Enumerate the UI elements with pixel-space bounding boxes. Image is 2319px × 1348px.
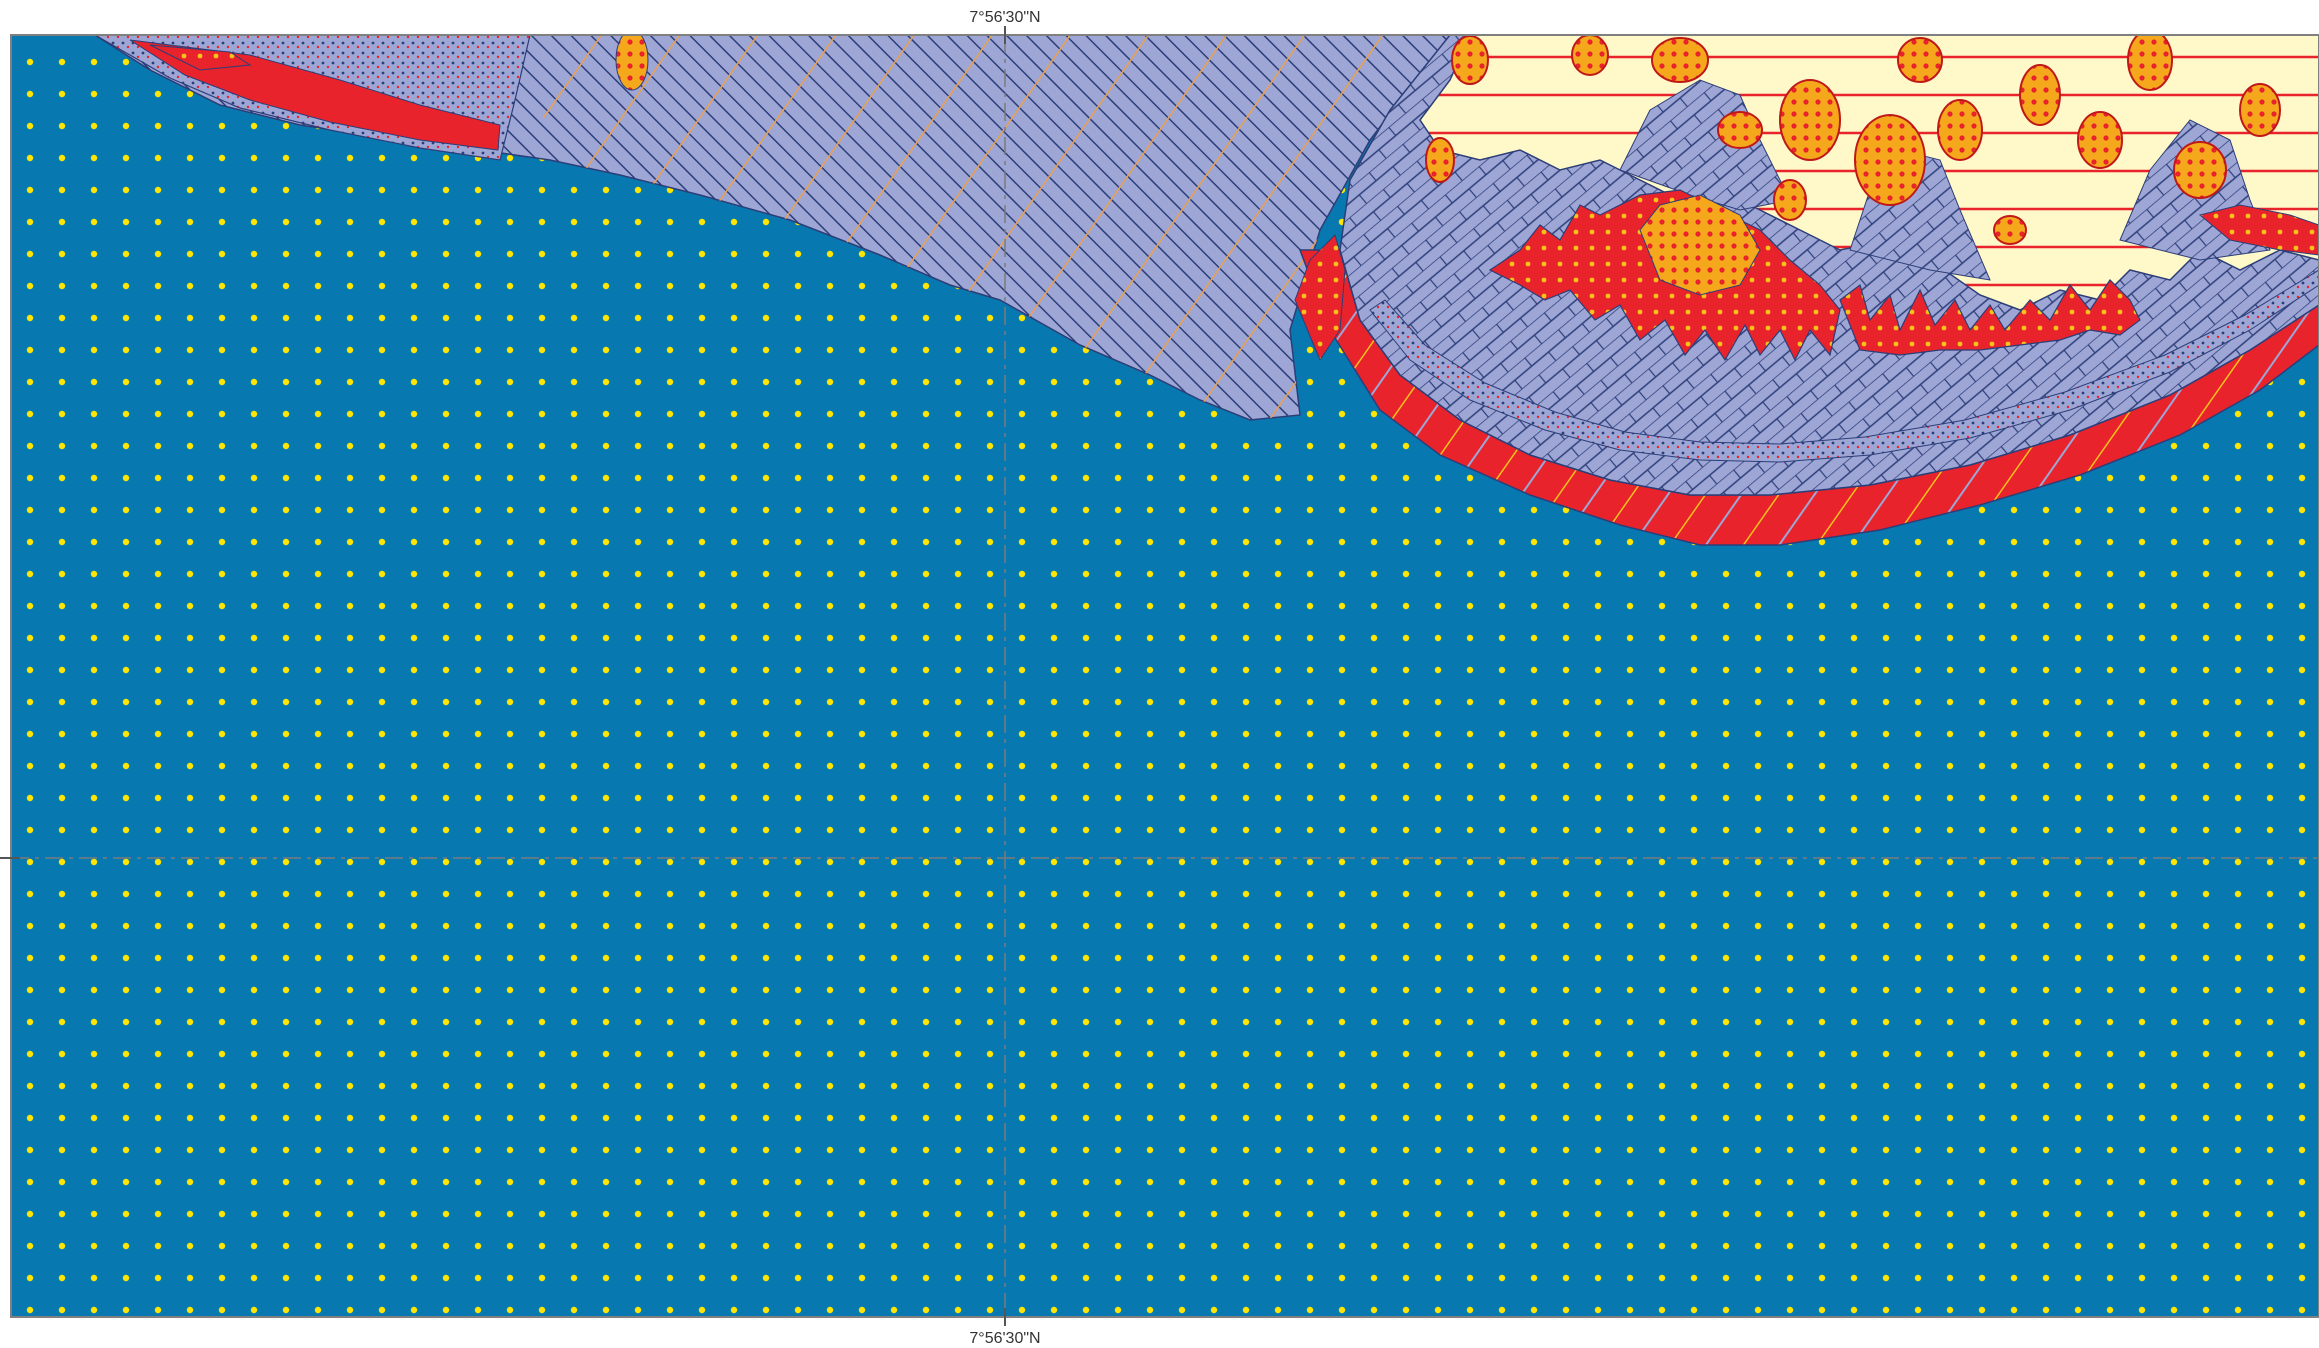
orange-lens-top [615, 35, 649, 91]
red-east-lens [2198, 204, 2319, 256]
orange-pod [1937, 99, 1983, 161]
orange-pod [1717, 111, 1763, 149]
orange-pod [2077, 111, 2123, 169]
orange-pod [1854, 114, 1926, 206]
orange-pod [1451, 35, 1489, 85]
red-margin-lens [1294, 234, 1346, 362]
coordinate-label-top: 7°56'30"N [969, 9, 1040, 26]
orange-pod [1897, 37, 1943, 83]
orange-pod [2127, 35, 2173, 91]
orange-pod [1571, 35, 1609, 76]
orange-pod [1651, 37, 1709, 83]
coastal-unit-west-overlay [530, 35, 1450, 420]
orange-pod [2239, 83, 2281, 137]
nw-red-lens [149, 44, 252, 71]
orange-pod [1425, 137, 1455, 183]
orange-core [1639, 194, 1761, 296]
orange-pod [2173, 141, 2227, 199]
eastern-stipple-belt [1369, 269, 2319, 463]
red-intrusive-spikes [1839, 279, 2141, 356]
map-body [11, 35, 2319, 1317]
orange-pod [1773, 179, 1807, 221]
coordinate-label-bottom: 7°56'30"N [969, 1330, 1040, 1347]
orange-pod [2019, 64, 2061, 126]
orange-pod [1779, 79, 1841, 161]
orange-pod [1993, 215, 2027, 245]
map-frame [10, 34, 2319, 1318]
orange-pods [1425, 35, 2281, 245]
